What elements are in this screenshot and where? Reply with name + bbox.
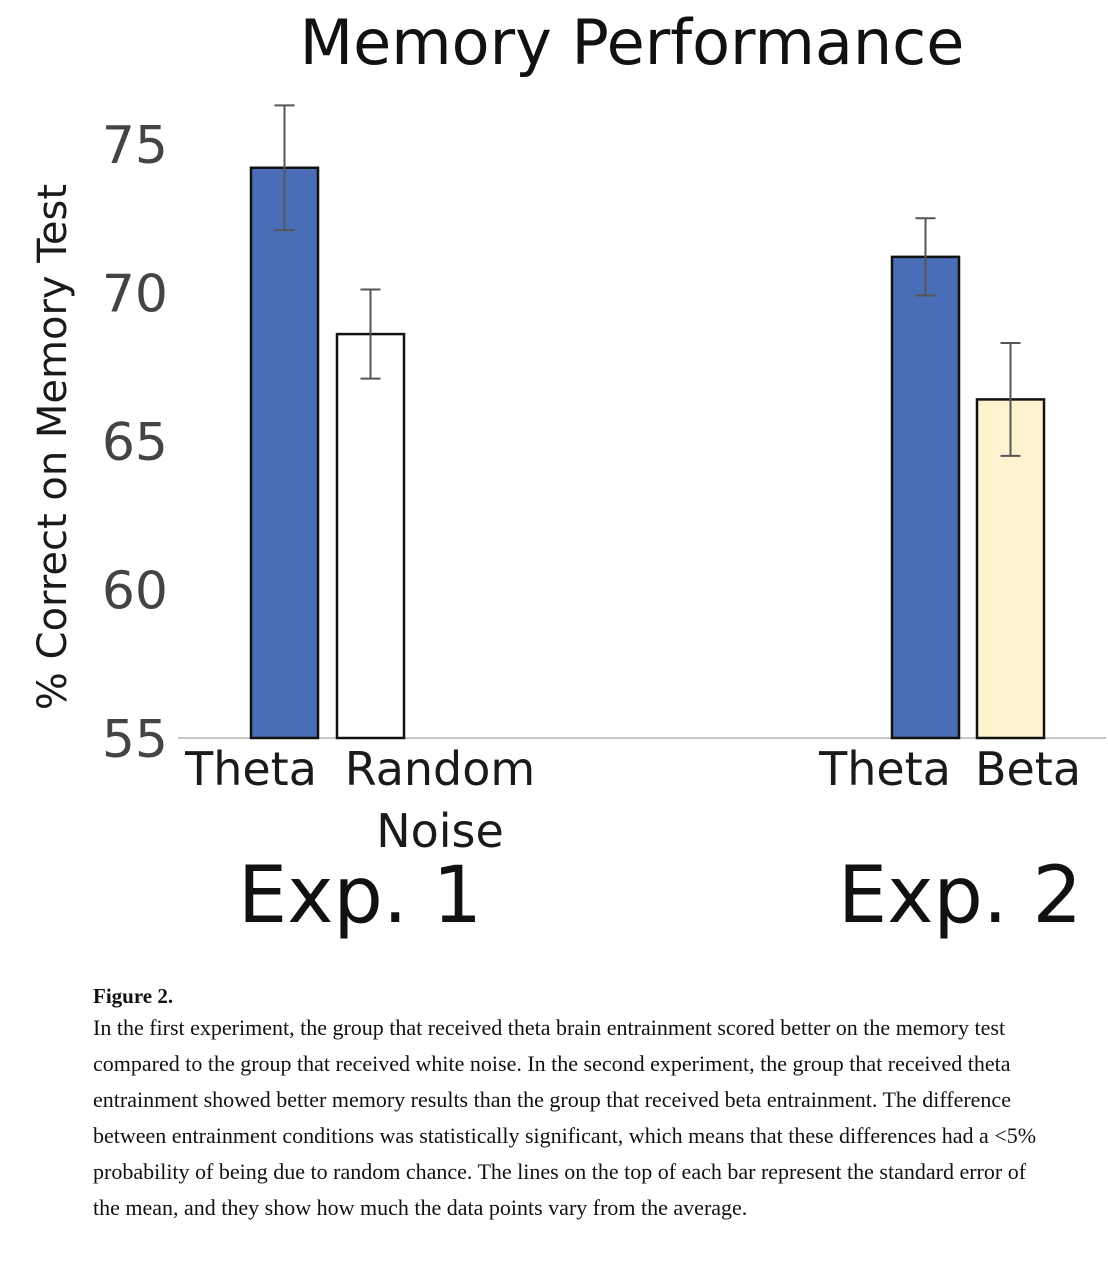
error-bar [915,217,936,297]
y-tick-label: 60 [102,562,168,622]
error-bars [274,104,1021,457]
figure-caption: Figure 2. In the first experiment, the g… [93,982,1053,1226]
bar-chart: Memory Performance % Correct on Memory T… [30,6,1106,941]
caption-body: In the first experiment, the group that … [93,1015,1037,1220]
y-axis-ticks: 55 60 65 70 75 [102,116,168,770]
error-bar [1000,341,1021,457]
x-tick-label: Random [345,742,535,796]
y-tick-label: 75 [102,116,168,176]
group-labels: Exp. 1 Exp. 2 [238,851,1082,941]
y-axis-label: % Correct on Memory Test [30,184,76,710]
caption-title: Figure 2. [93,984,174,1008]
bar [890,255,961,740]
x-tick-label: Beta [975,742,1081,796]
y-tick-label: 55 [102,710,168,770]
error-bar [360,288,381,380]
error-bar [274,104,295,232]
bar [249,166,320,740]
group-label: Exp. 2 [838,851,1082,941]
x-tick-label: Theta [184,742,317,796]
bars [249,166,1046,740]
chart-title: Memory Performance [300,6,965,79]
bar [335,332,406,740]
x-axis-labels: Theta Random Noise Theta Beta [184,742,1081,858]
group-label: Exp. 1 [238,851,482,941]
x-tick-label: Noise [376,804,504,858]
y-tick-label: 65 [102,413,168,473]
x-tick-label: Theta [818,742,951,796]
y-tick-label: 70 [102,265,168,325]
